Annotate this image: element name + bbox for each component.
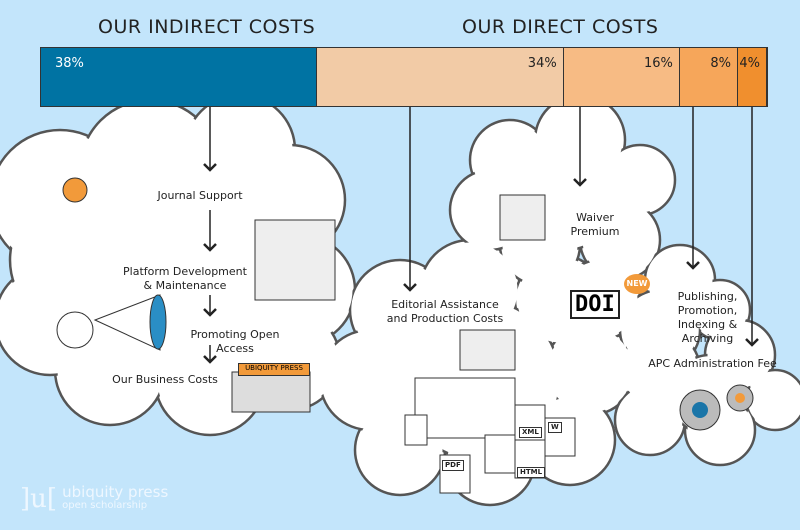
cloud-1-body: [547, 327, 633, 413]
label-journal-support: Journal Support: [157, 189, 243, 202]
bar-segment-1: 34%: [316, 48, 564, 106]
label-apc-fee: APC Administration Fee: [648, 357, 777, 370]
gear-center: [735, 393, 745, 403]
doi-badge: DOI: [570, 290, 620, 319]
heading-direct-costs: OUR DIRECT COSTS: [462, 16, 659, 38]
file-label-word: W: [548, 422, 562, 433]
magnifier-icon: [62, 177, 88, 203]
arrow-down-icon: [203, 243, 217, 252]
label-business-costs: Our Business Costs: [112, 373, 218, 386]
file-label-pdf: PDF: [442, 460, 464, 471]
heading-indirect-costs: OUR INDIRECT COSTS: [98, 16, 316, 38]
bar-segment-label: 8%: [710, 56, 731, 71]
label-promoting-open-access: Promoting Open Access: [190, 328, 280, 355]
control-desk-illustration: [254, 219, 336, 301]
gear-center: [692, 402, 708, 418]
arrow-down-icon: [203, 308, 217, 317]
label-platform-development: Platform Development & Maintenance: [123, 265, 247, 292]
cloud-4-body: [747, 372, 800, 428]
bar-segment-label: 16%: [643, 56, 673, 71]
file-label-html: HTML: [517, 467, 546, 478]
arrow-down-icon: [745, 338, 759, 347]
arrow-down-icon: [403, 283, 417, 292]
tablet-icon: [404, 414, 428, 446]
logo-tagline: open scholarship: [62, 500, 148, 511]
file-label-xml: XML: [519, 427, 542, 438]
desk-illustration: [414, 377, 516, 439]
new-badge: NEW: [624, 274, 650, 294]
cloud-4-body: [617, 387, 683, 453]
label-waiver-premium: Waiver Premium: [570, 211, 620, 238]
label-publishing: Publishing, Promotion, Indexing & Archiv…: [677, 290, 738, 345]
megaphone-mouth: [149, 294, 167, 350]
bar-segment-label: 4%: [739, 56, 760, 71]
building-illustration: [231, 371, 311, 413]
bar-segment-2: 16%: [563, 48, 680, 106]
bar-segment-4: 4%: [737, 48, 767, 106]
arrow-down-icon: [203, 163, 217, 172]
logo-mark: ]u[: [20, 484, 58, 514]
building-sign: UBIQUITY PRESS: [238, 363, 310, 376]
arrow-down-icon: [203, 355, 217, 364]
cost-stacked-bar: 38% 34% 16% 8% 4%: [40, 47, 768, 107]
cloud-2-body: [607, 147, 673, 213]
file-icon: [484, 434, 516, 474]
logo-name: ubiquity press: [62, 483, 169, 501]
bar-segment-label: 38%: [55, 56, 84, 71]
bar-segment-label: 34%: [527, 56, 557, 71]
cloud-1-body: [322, 332, 418, 428]
bar-segment-0: 38%: [41, 48, 317, 106]
person-head: [56, 311, 94, 349]
person-illustration: [499, 194, 546, 241]
monitor-illustration: [459, 329, 516, 371]
arrow-down-icon: [686, 261, 700, 270]
arrow-down-icon: [573, 178, 587, 187]
bar-segment-3: 8%: [679, 48, 738, 106]
ubiquity-press-logo: ]u[ ubiquity press open scholarship: [20, 484, 168, 514]
label-editorial-assistance: Editorial Assistance and Production Cost…: [386, 298, 504, 325]
